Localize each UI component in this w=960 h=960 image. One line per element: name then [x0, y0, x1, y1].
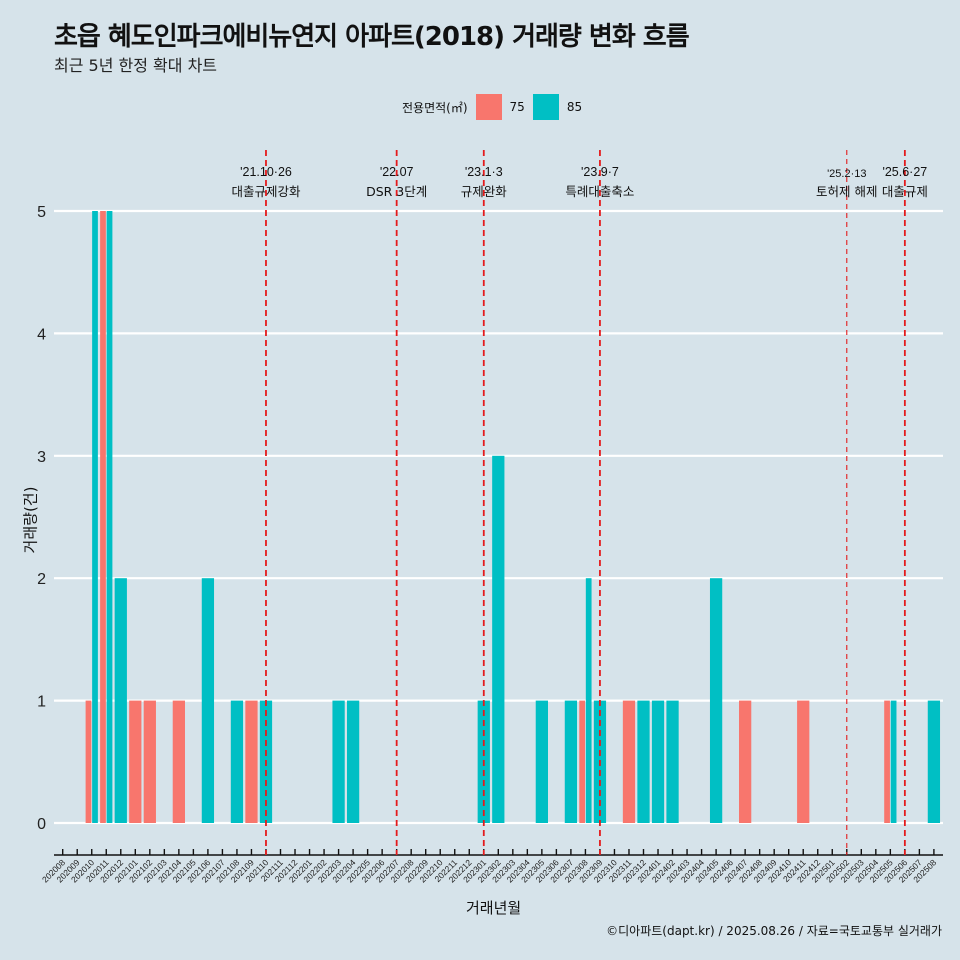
y-tick-label: 3 — [37, 449, 46, 466]
annotation-date: '23.9·7 — [581, 165, 619, 179]
annotation-date: '21.10·26 — [240, 165, 292, 179]
bar-75-202104 — [172, 700, 185, 823]
annotation-date: '25.2·13 — [827, 168, 866, 180]
y-tick-label: 1 — [37, 694, 46, 711]
bar-85-202010 — [92, 211, 98, 823]
bar-85-202305 — [535, 700, 548, 823]
chart-subtitle: 최근 5년 한정 확대 차트 — [54, 56, 218, 75]
bar-85-202308 — [585, 578, 592, 823]
annotation-date: '23.1·3 — [465, 165, 503, 179]
bar-75-202311 — [622, 700, 636, 823]
footer-credit: ©디아파트(dapt.kr) / 2025.08.26 / 자료=국토교통부 실… — [606, 924, 942, 938]
annotation-label: 특례대출축소 — [565, 184, 634, 199]
y-tick-label: 2 — [37, 571, 46, 588]
bar-85-202505 — [890, 700, 897, 823]
bar-75-202109 — [245, 700, 258, 823]
bar-85-202106 — [201, 578, 215, 823]
legend-swatch-75 — [475, 94, 502, 120]
bar-75-202010 — [85, 700, 92, 823]
bar-85-202401 — [651, 700, 665, 823]
legend-label-75: 75 — [509, 100, 525, 114]
annotation-label: 규제완화 — [461, 184, 508, 199]
legend-title: 전용면적(㎡) — [402, 100, 468, 115]
chart-title: 초읍 혜도인파크에비뉴연지 아파트(2018) 거래량 변화 흐름 — [54, 22, 690, 52]
annotation-label: 대출규제강화 — [231, 184, 301, 199]
annotation-date: '22.07 — [380, 165, 414, 179]
bar-85-202012 — [114, 578, 127, 823]
bar-75-202407 — [739, 700, 752, 823]
bar-85-202402 — [666, 700, 679, 823]
bar-75-202308 — [579, 700, 586, 823]
legend-label-85: 85 — [566, 100, 583, 114]
bar-75-202011 — [100, 211, 106, 823]
bar-85-202312 — [637, 700, 650, 823]
bar-85-202508 — [927, 700, 941, 823]
bar-85-202108 — [230, 700, 244, 823]
annotation-date: '25.6·27 — [882, 165, 927, 179]
bar-85-202307 — [564, 700, 578, 823]
y-tick-label: 4 — [37, 326, 46, 343]
y-tick-label: 0 — [37, 816, 46, 833]
bar-75-202102 — [143, 700, 156, 823]
annotation-label: 토허제 해제 — [816, 184, 877, 199]
legend: 전용면적(㎡) 75 85 — [402, 93, 590, 121]
legend-swatch-85 — [532, 94, 559, 120]
annotation-label: 대출규제 — [882, 184, 928, 199]
bar-85-202204 — [346, 700, 360, 823]
bar-85-202302 — [492, 455, 505, 823]
bar-85-202011 — [106, 211, 113, 823]
bar-85-202203 — [332, 700, 345, 823]
bar-75-202411 — [797, 700, 810, 823]
bar-75-202101 — [129, 700, 142, 823]
y-axis-label: 거래량(건) — [21, 486, 40, 554]
x-axis-label: 거래년월 — [466, 899, 522, 917]
bar-85-202405 — [709, 578, 723, 823]
bar-75-202505 — [884, 700, 890, 823]
annotation-label: DSR 3단계 — [366, 184, 427, 199]
y-tick-label: 5 — [37, 204, 46, 221]
